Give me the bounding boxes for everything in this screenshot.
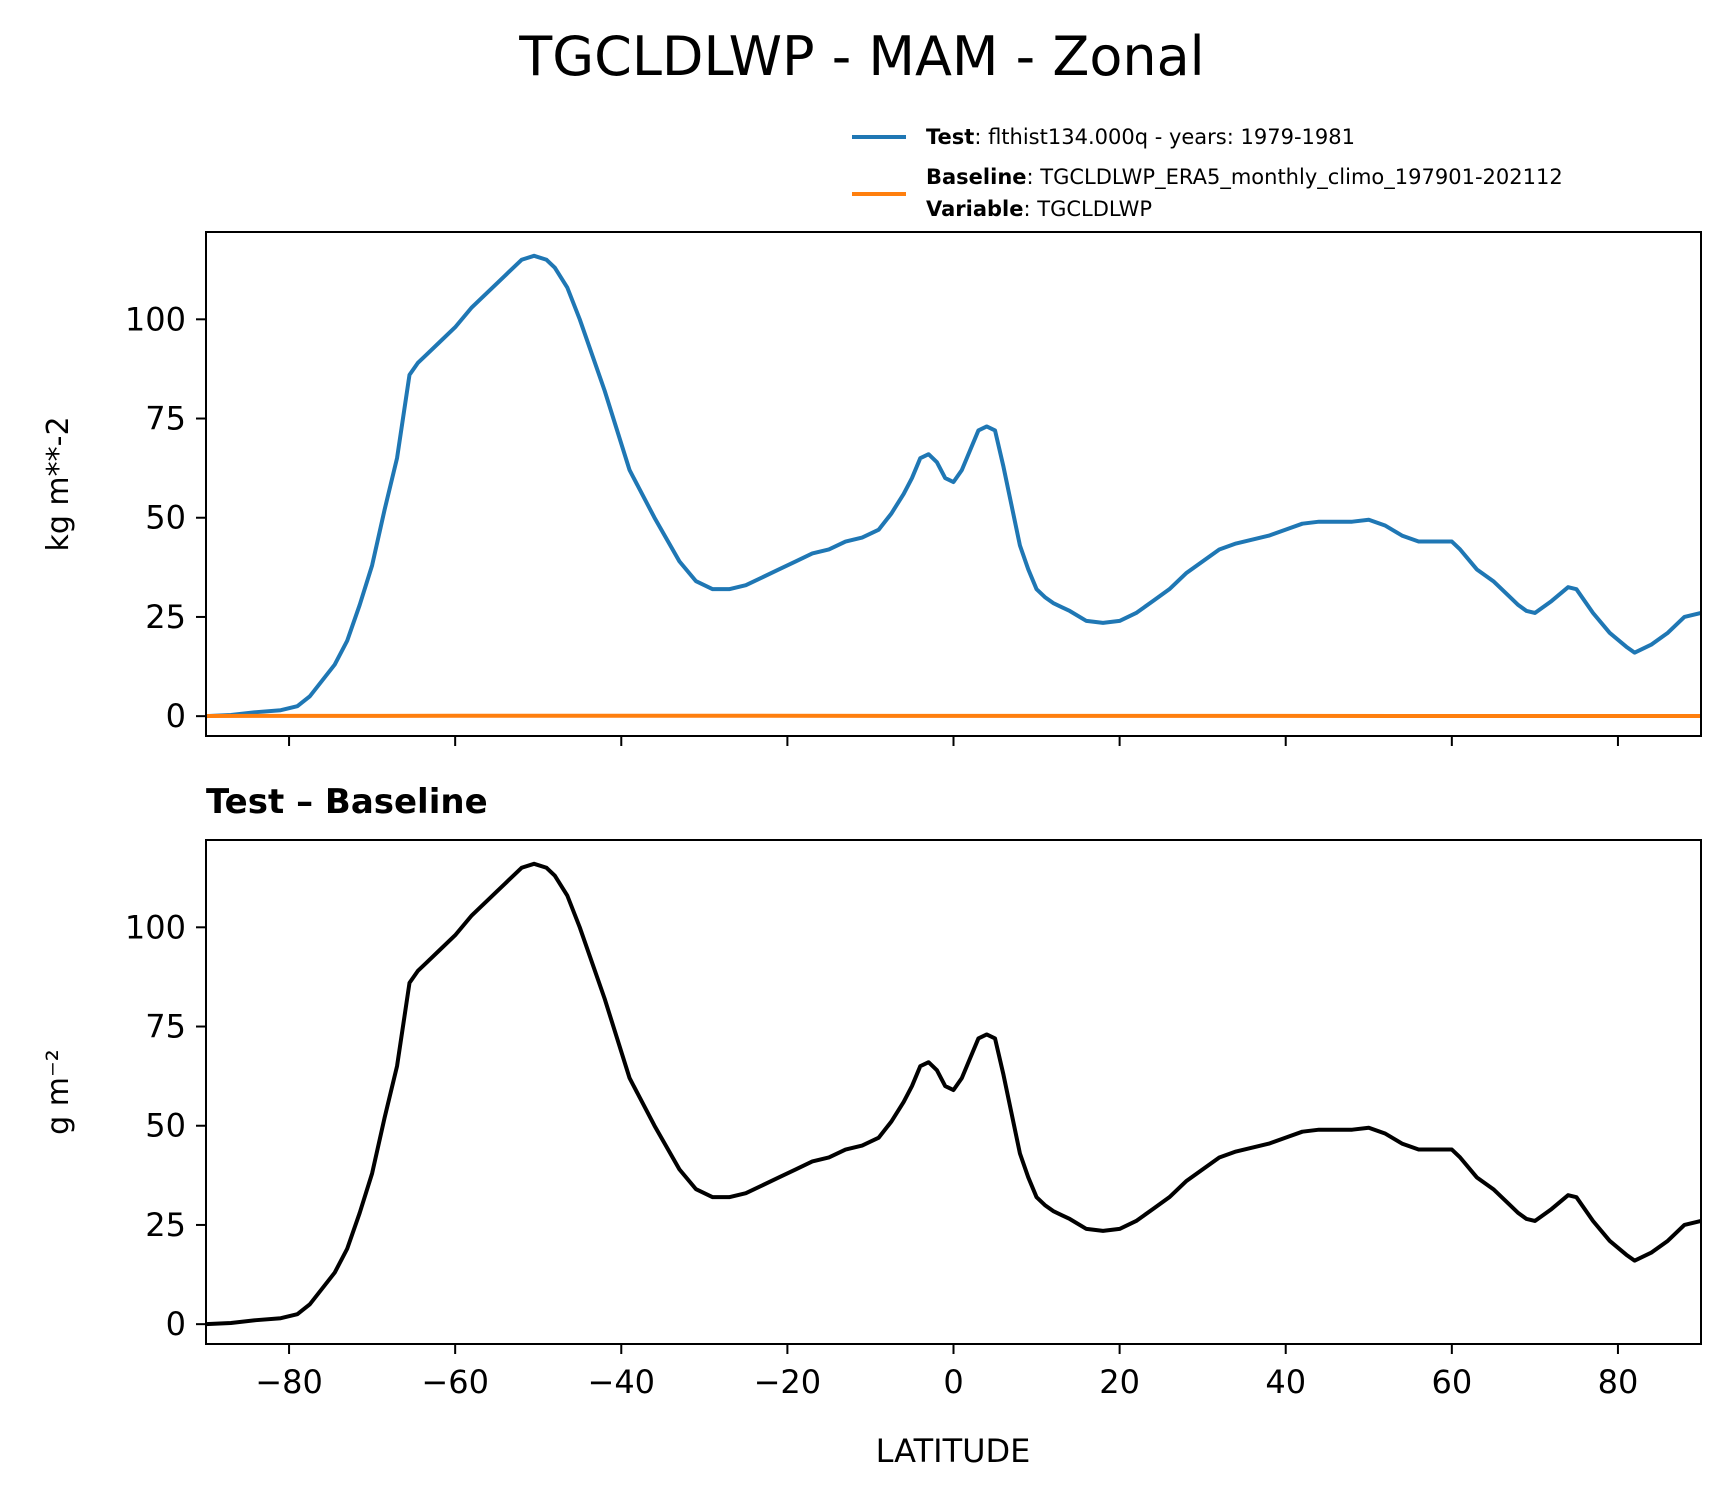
top-ytick-label: 50	[145, 499, 186, 537]
legend-variable-label: Variable: TGCLDLWP	[926, 197, 1152, 221]
bottom-ytick-label: 100	[125, 908, 186, 946]
bottom-xtick-label: −60	[421, 1363, 489, 1401]
legend: Test: flthist134.000q - years: 1979-1981…	[852, 125, 1563, 221]
top-panel-series	[206, 253, 1701, 719]
bottom-xtick-label: 80	[1598, 1363, 1639, 1401]
legend-baseline-label: Baseline: TGCLDLWP_ERA5_monthly_climo_19…	[926, 165, 1563, 190]
top-panel-ylabel: kg m**-2	[41, 416, 76, 551]
legend-baseline-text: : TGCLDLWP_ERA5_monthly_climo_197901-202…	[1027, 165, 1563, 190]
legend-test-bold: Test	[926, 125, 974, 149]
top-panel: 0 25 50 75 100 kg m**-2	[41, 231, 1702, 746]
bottom-xtick-label: −40	[588, 1363, 656, 1401]
bottom-xtick-label: 60	[1431, 1363, 1472, 1401]
bottom-ytick-label: 25	[145, 1206, 186, 1244]
bottom-xtick-label: 0	[943, 1363, 963, 1401]
bottom-ytick-label: 50	[145, 1107, 186, 1145]
bottom-panel-xlabel: LATITUDE	[876, 1432, 1031, 1470]
bottom-panel: 0 25 50 75 100 −80 −60 −40 −20 0 20 40 60 80 g m⁻² LA…	[41, 839, 1702, 1470]
top-panel-ticks: 0 25 50 75 100	[125, 300, 1619, 746]
legend-variable-bold: Variable	[926, 197, 1023, 221]
bottom-panel-ticks: 0 25 50 75 100 −80 −60 −40 −20 0 20 40 60 80	[125, 908, 1638, 1401]
legend-test-text: : flthist134.000q - years: 1979-1981	[974, 125, 1355, 149]
legend-variable-text: : TGCLDLWP	[1023, 197, 1152, 221]
bottom-ytick-label: 75	[145, 1008, 186, 1046]
bottom-panel-series	[206, 861, 1701, 1327]
top-ytick-label: 100	[125, 300, 186, 338]
bottom-panel-title: Test – Baseline	[206, 782, 488, 822]
bottom-xtick-label: −20	[754, 1363, 822, 1401]
bottom-ytick-label: 0	[166, 1305, 186, 1343]
bottom-xtick-label: −80	[255, 1363, 323, 1401]
bottom-series-difference-line	[206, 861, 1701, 1327]
top-ytick-label: 25	[145, 598, 186, 636]
bottom-xtick-label: 40	[1265, 1363, 1306, 1401]
top-ytick-label: 75	[145, 400, 186, 438]
figure-title: TGCLDLWP - MAM - Zonal	[518, 25, 1204, 88]
bottom-panel-ylabel: g m⁻²	[41, 1049, 76, 1135]
top-series-test-line	[206, 253, 1701, 719]
legend-baseline-bold: Baseline	[926, 165, 1027, 189]
legend-test-label: Test: flthist134.000q - years: 1979-1981	[926, 125, 1355, 149]
bottom-xtick-label: 20	[1099, 1363, 1140, 1401]
top-ytick-label: 0	[166, 697, 186, 735]
